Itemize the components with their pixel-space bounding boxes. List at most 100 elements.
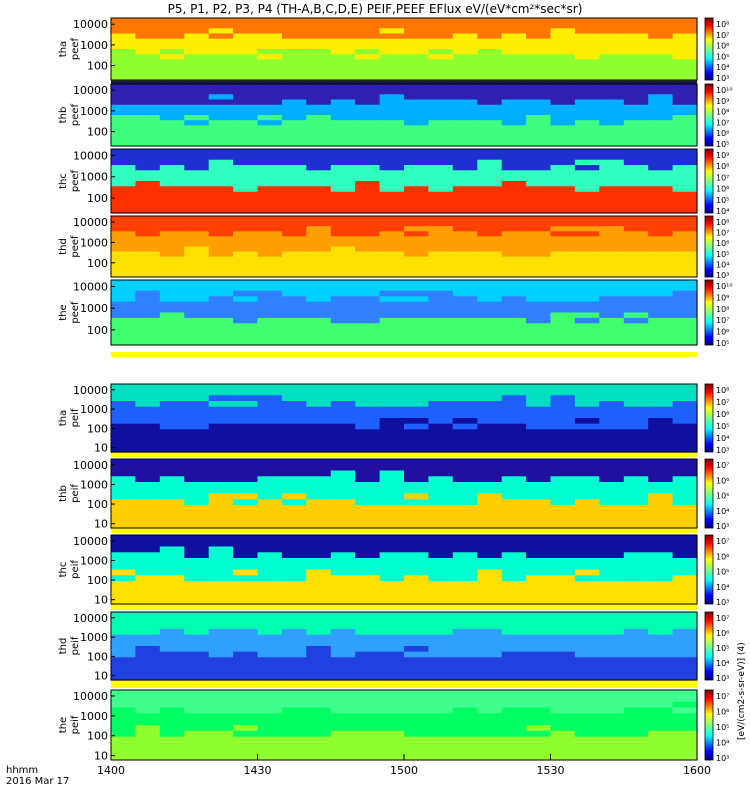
heatmap-cell bbox=[233, 482, 259, 489]
heatmap-cell bbox=[526, 569, 552, 576]
heatmap-cell bbox=[184, 59, 210, 66]
heatmap-cell bbox=[623, 43, 649, 50]
heatmap-cell bbox=[428, 89, 454, 95]
heatmap-cell bbox=[404, 707, 429, 714]
heatmap-cell bbox=[355, 581, 381, 588]
heatmap-cell bbox=[452, 742, 478, 749]
heatmap-cell bbox=[257, 384, 283, 391]
heatmap-cell bbox=[159, 241, 185, 248]
heatmap-cell bbox=[452, 296, 478, 303]
heatmap-cell bbox=[233, 84, 259, 90]
panel-label: peif bbox=[70, 484, 81, 503]
heatmap-cell bbox=[208, 535, 234, 542]
heatmap-cell bbox=[306, 175, 332, 182]
heatmap-cell bbox=[404, 256, 429, 263]
heatmap-cell bbox=[306, 668, 332, 675]
heatmap-cell bbox=[355, 651, 381, 658]
heatmap-cell bbox=[623, 323, 649, 330]
heatmap-cell bbox=[355, 261, 381, 268]
heatmap-cell bbox=[257, 109, 283, 116]
heatmap-cell bbox=[379, 266, 405, 273]
heatmap-cell bbox=[574, 701, 600, 709]
heatmap-cell bbox=[306, 271, 332, 278]
heatmap-cell bbox=[233, 49, 259, 55]
heatmap-cell bbox=[452, 59, 478, 66]
heatmap-cell bbox=[550, 558, 576, 565]
heatmap-cell bbox=[355, 707, 381, 714]
x-tick-label: 1600 bbox=[683, 764, 711, 777]
panel-frame bbox=[110, 148, 698, 214]
heatmap-cell bbox=[574, 493, 600, 500]
heatmap-cell bbox=[330, 312, 356, 319]
heatmap-cell bbox=[477, 261, 503, 268]
heatmap-cell bbox=[208, 476, 234, 483]
heatmap-cell bbox=[111, 43, 136, 50]
heatmap-cell bbox=[452, 280, 478, 286]
heatmap-cell bbox=[111, 285, 136, 292]
heatmap-cell bbox=[672, 719, 698, 726]
heatmap-cell bbox=[672, 522, 698, 529]
heatmap-cell bbox=[404, 725, 429, 732]
heatmap-cell bbox=[452, 725, 478, 732]
heatmap-cell bbox=[184, 612, 210, 619]
heatmap-cell bbox=[574, 280, 600, 286]
heatmap-cell bbox=[574, 290, 600, 297]
heatmap-cell bbox=[208, 742, 234, 749]
heatmap-cell bbox=[428, 296, 454, 303]
heatmap-cell bbox=[306, 713, 332, 720]
heatmap-cell bbox=[672, 730, 698, 738]
heatmap-cell bbox=[135, 221, 161, 227]
heatmap-cell bbox=[233, 695, 259, 703]
heatmap-cell bbox=[550, 623, 576, 630]
heatmap-cell bbox=[623, 241, 649, 248]
heatmap-cell bbox=[159, 266, 185, 273]
heatmap-cell bbox=[379, 256, 405, 263]
heatmap-cell bbox=[379, 742, 405, 749]
heatmap-cell bbox=[281, 251, 307, 258]
heatmap-cell bbox=[330, 640, 356, 647]
heatmap-cell bbox=[355, 598, 381, 605]
heatmap-cell bbox=[111, 120, 136, 126]
heatmap-cell bbox=[648, 418, 674, 425]
heatmap-cell bbox=[184, 499, 210, 506]
heatmap-cell bbox=[135, 482, 161, 489]
heatmap-cell bbox=[111, 429, 136, 436]
heatmap-cell bbox=[648, 186, 674, 193]
heatmap-cell bbox=[355, 165, 381, 171]
heatmap-cell bbox=[574, 296, 600, 303]
heatmap-cell bbox=[404, 389, 429, 396]
heatmap-cell bbox=[672, 104, 698, 111]
heatmap-cell bbox=[281, 280, 307, 286]
heatmap-cell bbox=[306, 261, 332, 268]
colorbar bbox=[704, 83, 714, 147]
heatmap-cell bbox=[233, 748, 259, 755]
heatmap-cell bbox=[550, 33, 576, 40]
heatmap-cell bbox=[355, 23, 381, 29]
heatmap-cell bbox=[330, 663, 356, 670]
heatmap-cell bbox=[526, 742, 552, 749]
heatmap-cell bbox=[599, 499, 625, 506]
heatmap-cell bbox=[599, 285, 625, 292]
heatmap-cell bbox=[452, 33, 478, 40]
heatmap-cell bbox=[672, 221, 698, 227]
heatmap-cell bbox=[281, 612, 307, 619]
heatmap-cell bbox=[379, 569, 405, 576]
heatmap-cell bbox=[574, 271, 600, 278]
heatmap-cell bbox=[330, 246, 356, 253]
heatmap-cell bbox=[135, 690, 161, 697]
heatmap-cell bbox=[599, 221, 625, 227]
heatmap-cell bbox=[452, 54, 478, 60]
heatmap-cell bbox=[379, 640, 405, 647]
heatmap-cell bbox=[111, 563, 136, 571]
heatmap-cell bbox=[404, 125, 429, 132]
heatmap-cell bbox=[257, 612, 283, 619]
heatmap-cell bbox=[477, 423, 503, 430]
heatmap-cell bbox=[526, 459, 552, 466]
heatmap-cell bbox=[404, 334, 429, 341]
heatmap-cell bbox=[672, 64, 698, 71]
heatmap-cell bbox=[355, 312, 381, 319]
heatmap-cell bbox=[648, 713, 674, 720]
heatmap-cell bbox=[208, 406, 234, 413]
heatmap-cell bbox=[184, 690, 210, 697]
heatmap-cell bbox=[623, 261, 649, 268]
